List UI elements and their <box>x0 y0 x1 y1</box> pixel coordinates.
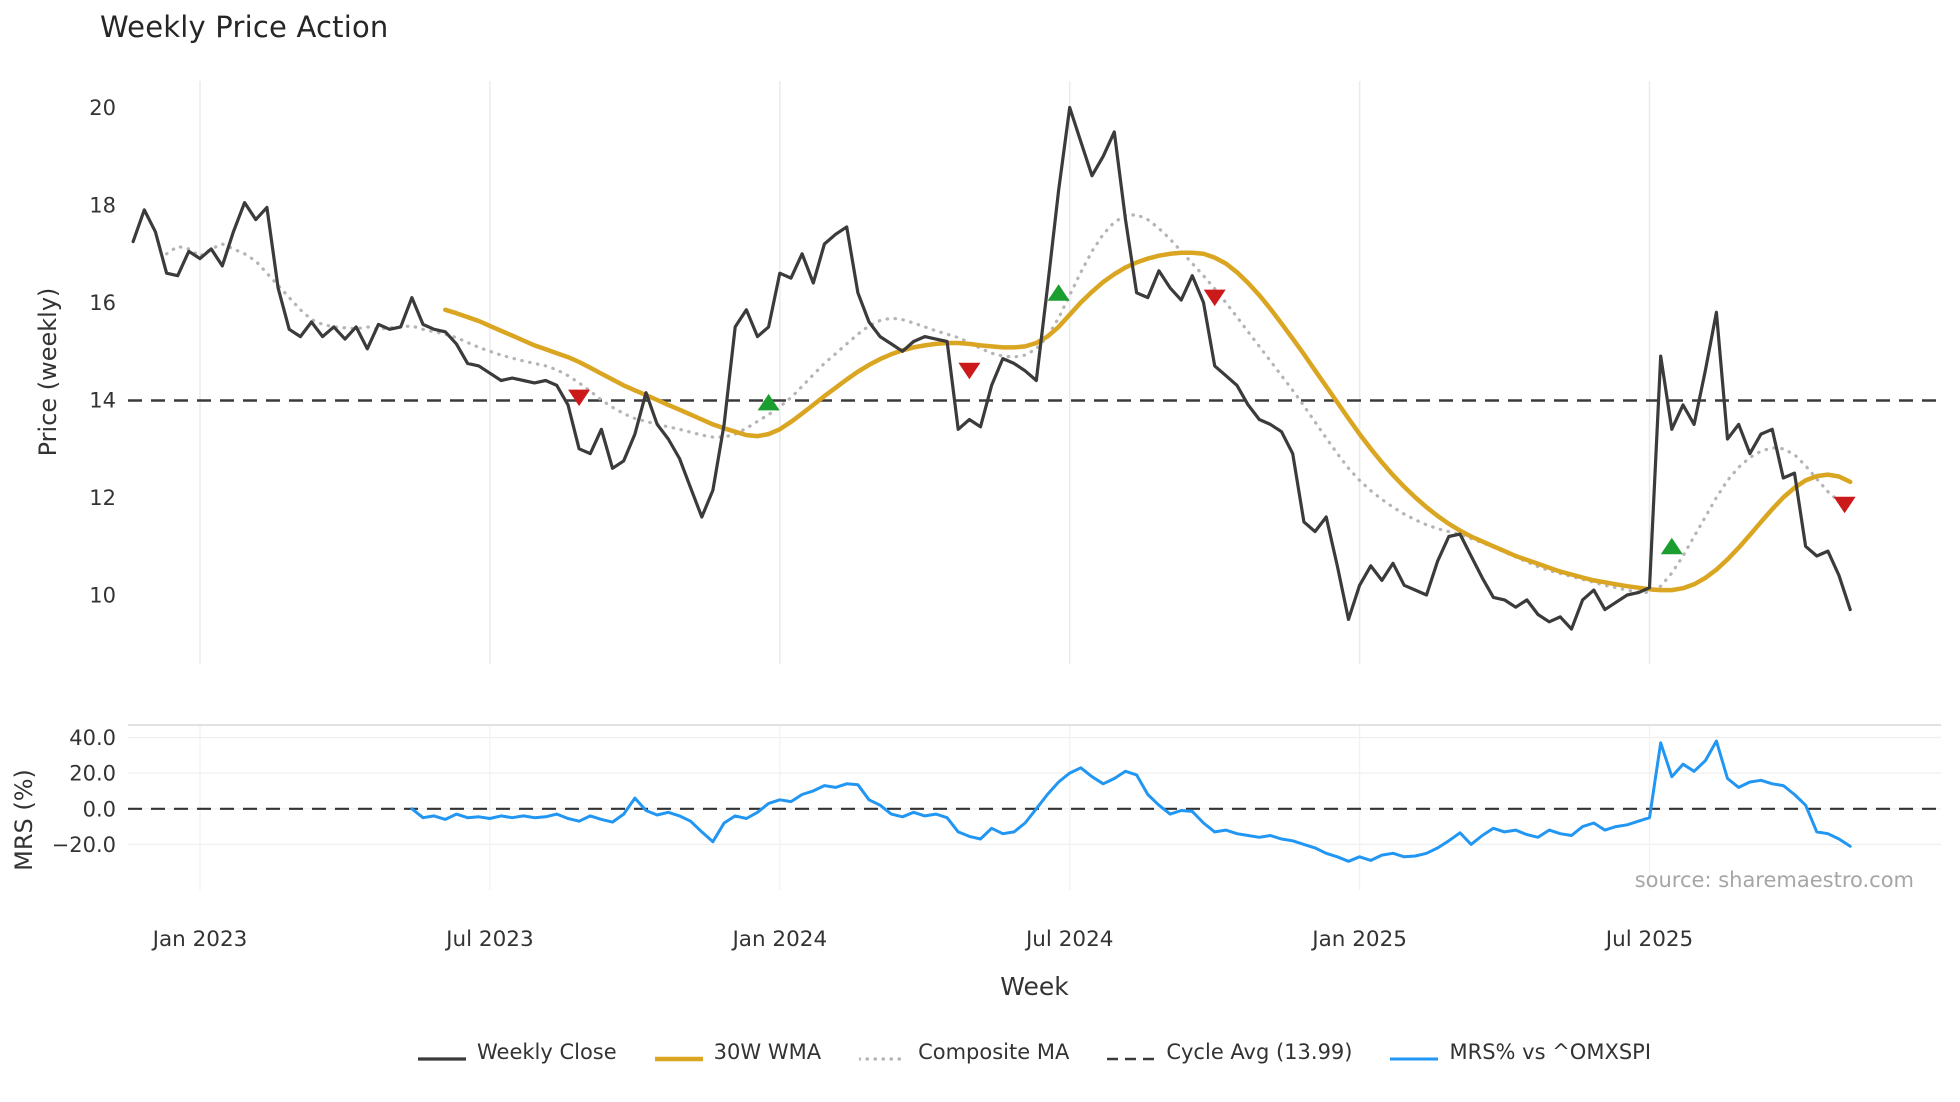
mrs-line <box>410 739 1852 863</box>
wma-line <box>443 250 1853 593</box>
legend-label: Weekly Close <box>476 1040 617 1064</box>
sell-marker-icon <box>1203 289 1226 307</box>
x-tick-label: Jul 2023 <box>444 927 534 952</box>
legend-item-30w-wma: 30W WMA <box>654 1040 822 1064</box>
legend-label: MRS% vs ^OMXSPI <box>1449 1040 1652 1064</box>
x-tick-label: Jan 2023 <box>151 927 248 952</box>
price-tick-label: 10 <box>89 584 116 608</box>
legend-label: Cycle Avg (13.99) <box>1166 1040 1353 1064</box>
x-axis-label: Week <box>1000 972 1069 1001</box>
price-tick-label: 12 <box>89 486 116 510</box>
legend-item-composite-ma: Composite MA <box>857 1040 1070 1064</box>
price-tick-label: 16 <box>89 291 116 315</box>
legend: Weekly Close 30W WMA Composite MA Cycle … <box>128 1040 1941 1064</box>
x-tick-label: Jul 2025 <box>1604 927 1694 952</box>
composite-ma-line-sample-icon <box>857 1048 909 1061</box>
price-tick-label: 18 <box>89 194 116 218</box>
composite-ma-line <box>165 213 1852 595</box>
price-tick-label: 14 <box>89 389 116 413</box>
source-credit: source: sharemaestro.com <box>1634 868 1914 892</box>
mrs-tick-label: 20.0 <box>69 762 116 786</box>
mrs-axis-label: MRS (%) <box>10 769 38 871</box>
sell-marker-icon <box>958 362 981 380</box>
price-tick-label: 20 <box>89 96 116 120</box>
legend-item-cycle-avg: Cycle Avg (13.99) <box>1107 1040 1352 1064</box>
mrs-tick-label: −20.0 <box>52 833 116 857</box>
weekly-close-line <box>131 105 1852 631</box>
mrs-tick-label: 0.0 <box>83 797 116 821</box>
wma-line-sample-icon <box>654 1048 703 1062</box>
weekly-close-line-sample-icon <box>417 1048 466 1061</box>
legend-item-weekly-close: Weekly Close <box>417 1040 617 1064</box>
legend-label: 30W WMA <box>713 1040 822 1064</box>
legend-label: Composite MA <box>918 1040 1070 1064</box>
x-tick-label: Jan 2025 <box>1310 927 1407 952</box>
buy-marker-icon <box>1047 284 1070 301</box>
chart-title: Weekly Price Action <box>100 10 389 44</box>
mrs-tick-label: 40.0 <box>69 726 116 750</box>
price-axis-label: Price (weekly) <box>34 287 62 457</box>
buy-marker-icon <box>1660 537 1683 555</box>
cycle-avg-line-sample-icon <box>1107 1048 1156 1061</box>
sell-marker-icon <box>568 389 591 407</box>
legend-item-mrs: MRS% vs ^OMXSPI <box>1390 1040 1651 1064</box>
x-tick-label: Jul 2024 <box>1024 927 1114 952</box>
buy-marker-icon <box>757 393 780 411</box>
x-tick-label: Jan 2024 <box>730 927 827 952</box>
mrs-line-sample-icon <box>1390 1048 1439 1061</box>
sell-marker-icon <box>1833 496 1856 514</box>
